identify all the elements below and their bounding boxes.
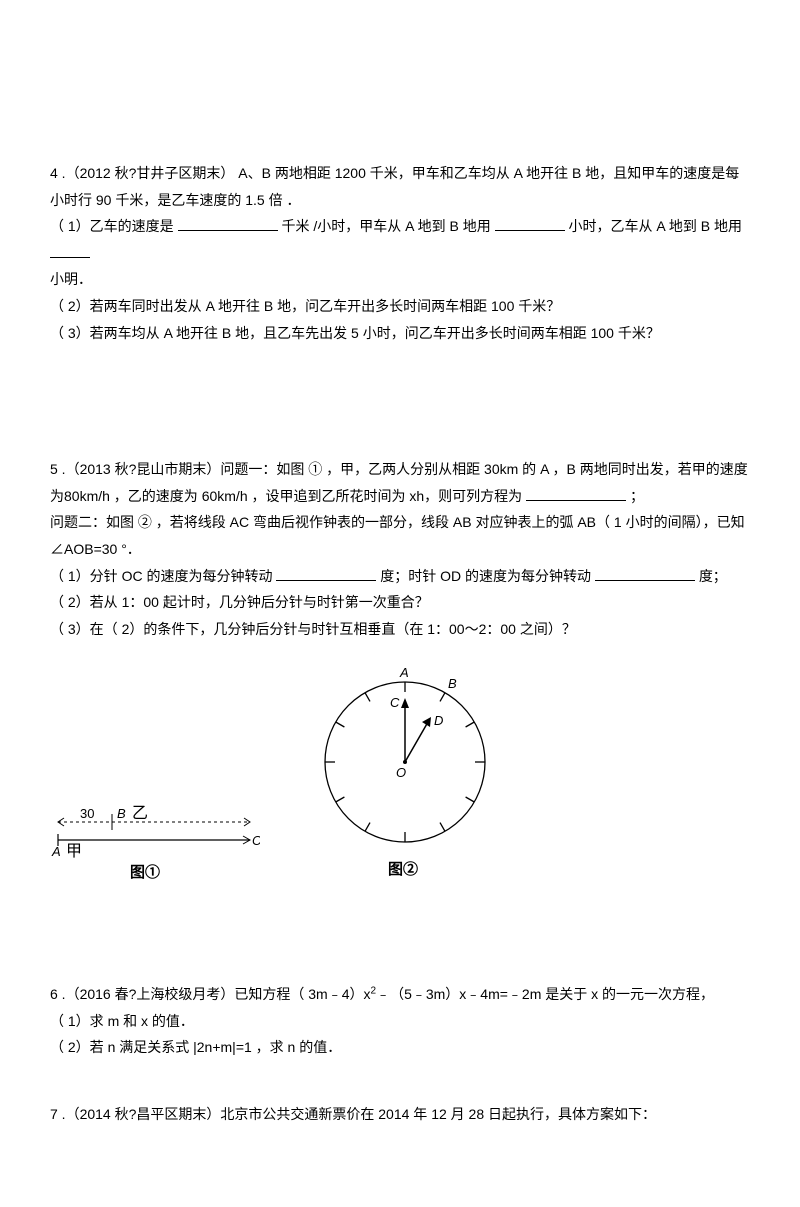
svg-text:A: A <box>399 665 409 680</box>
svg-text:B: B <box>448 676 457 691</box>
figures: 30 B 乙 A 甲 C 图① <box>50 662 750 891</box>
fig1-A: A <box>51 844 61 859</box>
p6-header-b: ﹣（5﹣3m）x﹣4m=﹣2m 是关于 x 的一元一次方程， <box>376 986 714 1002</box>
p6-header-a: 6 .（2016 春?上海校级月考）已知方程（ 3m﹣4）x <box>50 986 371 1002</box>
p5-q1a: （ 1）分针 OC 的速度为每分钟转动 <box>50 568 272 584</box>
problem-6: 6 .（2016 春?上海校级月考）已知方程（ 3m﹣4）x2﹣（5﹣3m）x﹣… <box>50 981 750 1061</box>
blank <box>178 216 278 231</box>
problem-5: 5 .（2013 秋?昆山市期末）问题一：如图 ① ，甲，乙两人分别从相距 30… <box>50 456 750 891</box>
fig1-label: 图① <box>130 863 160 881</box>
p4-l3: （ 3）若两车均从 A 地开往 B 地，且乙车先出发 5 小时，问乙车开出多长时… <box>50 320 750 347</box>
figure-1: 30 B 乙 A 甲 C 图① <box>50 792 260 891</box>
problem-7: 7 .（2014 秋?昌平区期末）北京市公共交通新票价在 2014 年 12 月… <box>50 1101 750 1128</box>
p4-l2: （ 2）若两车同时出发从 A 地开往 B 地，问乙车开出多长时间两车相距 100… <box>50 293 750 320</box>
p4-l1b: 千米 /小时，甲车从 A 地到 B 地用 <box>281 218 490 234</box>
p7-header: 7 .（2014 秋?昌平区期末）北京市公共交通新票价在 2014 年 12 月… <box>50 1101 750 1128</box>
p5-q1-row: （ 1）分针 OC 的速度为每分钟转动 度；时针 OD 的速度为每分钟转动 度； <box>50 563 750 590</box>
p5-header-end: ； <box>630 488 644 504</box>
fig1-C: C <box>252 833 260 848</box>
svg-text:D: D <box>434 713 443 728</box>
p5-q1c: 度； <box>699 568 727 584</box>
fig1-yi: 乙 <box>132 805 148 822</box>
p5-header-row: 5 .（2013 秋?昆山市期末）问题一：如图 ① ，甲，乙两人分别从相距 30… <box>50 456 750 509</box>
p4-line1: （ 1）乙车的速度是 千米 /小时，甲车从 A 地到 B 地用 小时，乙车从 A… <box>50 213 750 266</box>
fig1-B: B <box>117 806 126 821</box>
blank <box>526 486 626 501</box>
p6-l2: （ 2）若 n 满足关系式 |2n+m|=1 ，求 n 的值． <box>50 1034 750 1061</box>
p5-q2: （ 2）若从 1：00 起计时，几分钟后分针与时针第一次重合？ <box>50 589 750 616</box>
blank <box>50 243 90 258</box>
p4-header: 4 .（2012 秋?甘井子区期末） A、B 两地相距 1200 千米，甲车和乙… <box>50 160 750 213</box>
p4-l1c: 小时，乙车从 A 地到 B 地用 <box>569 218 742 234</box>
blank <box>595 566 695 581</box>
blank <box>276 566 376 581</box>
fig1-jia: 甲 <box>66 843 82 860</box>
figure-2: A B C D O 图② <box>300 662 510 891</box>
p4-l1a: （ 1）乙车的速度是 <box>50 218 174 234</box>
p4-l1d: 小明． <box>50 266 750 293</box>
p5-q3: （ 3）在（ 2）的条件下，几分钟后分针与时针互相垂直（在 1：00～2：00 … <box>50 616 750 643</box>
blank <box>495 216 565 231</box>
svg-text:O: O <box>396 765 406 780</box>
p6-l1: （ 1）求 m 和 x 的值． <box>50 1008 750 1035</box>
p5-l2a: 问题二：如图 ② ，若将线段 AC 弯曲后视作钟表的一部分，线段 AB 对应钟表… <box>50 509 750 562</box>
p6-header: 6 .（2016 春?上海校级月考）已知方程（ 3m﹣4）x2﹣（5﹣3m）x﹣… <box>50 981 750 1008</box>
svg-text:C: C <box>390 695 400 710</box>
p5-q1b: 度；时针 OD 的速度为每分钟转动 <box>380 568 591 584</box>
fig1-30: 30 <box>80 806 94 821</box>
problem-4: 4 .（2012 秋?甘井子区期末） A、B 两地相距 1200 千米，甲车和乙… <box>50 160 750 346</box>
svg-text:图②: 图② <box>388 860 418 878</box>
